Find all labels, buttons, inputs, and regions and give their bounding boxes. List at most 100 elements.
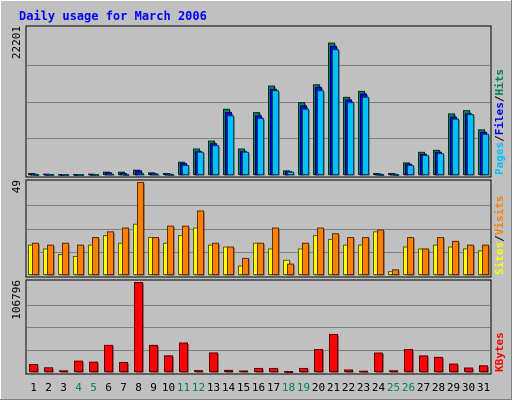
bar-face (32, 174, 39, 176)
bar-face (467, 114, 474, 175)
bar-face (257, 242, 264, 276)
bar-kbytes-kbytes-11 (179, 342, 189, 373)
bar-visits-visits-28 (437, 237, 445, 276)
bar-face (107, 173, 114, 176)
bar-face (227, 115, 234, 175)
bar-face (452, 118, 459, 175)
bar-face (179, 342, 188, 373)
legend-label: Files (493, 102, 506, 135)
bar-kbytes-kbytes-13 (209, 352, 219, 373)
bar-visits-visits-11 (182, 225, 190, 276)
bar-kbytes-kbytes-16 (254, 367, 264, 373)
legend-label: / (493, 135, 506, 142)
bar-visits-visits-12 (197, 210, 205, 276)
bar-face (392, 269, 399, 275)
bar-hits-pages-5 (92, 174, 100, 176)
bar-kbytes-kbytes-17 (269, 367, 279, 373)
bar-visits-visits-20 (317, 227, 325, 276)
bar-face (374, 352, 383, 373)
bar-face (329, 333, 338, 372)
bar-face (272, 227, 279, 276)
bar-shadow (63, 175, 70, 176)
bar-kbytes-kbytes-14 (224, 369, 234, 373)
bar-visits-visits-2 (47, 244, 55, 276)
bar-hits-pages-15 (242, 151, 250, 176)
bar-shadow (108, 175, 115, 176)
bar-face (137, 173, 144, 175)
bar-hits-pages-9 (152, 173, 160, 176)
legend-label: KBytes (493, 332, 506, 372)
bar-face (377, 174, 384, 176)
bar-shadow (48, 175, 55, 176)
bar-face (332, 49, 339, 175)
bar-face (302, 242, 309, 276)
bar-visits-visits-9 (152, 237, 160, 276)
x-tick-label-day-24: 24 (372, 381, 386, 394)
bar-face (149, 344, 158, 373)
bar-face (449, 363, 458, 373)
bar-kbytes-kbytes-27 (419, 355, 429, 373)
bar-kbytes-kbytes-29 (449, 363, 459, 373)
bar-visits-visits-8 (137, 182, 145, 276)
bar-face (314, 349, 323, 372)
legend-label: Pages (493, 142, 506, 175)
x-tick-label-day-16: 16 (252, 381, 265, 394)
bar-hits-pages-12 (197, 151, 205, 176)
x-tick-label-day-4: 4 (75, 381, 82, 394)
bar-face (407, 165, 414, 175)
bar-hits-pages-22 (347, 102, 355, 176)
x-tick-label-day-31: 31 (477, 381, 490, 394)
legend-label: Sites (493, 242, 506, 275)
panel-legend-labels: KBytes (493, 332, 506, 372)
x-tick-label-day-26: 26 (402, 381, 415, 394)
bar-kbytes-kbytes-15 (239, 370, 249, 373)
x-tick-label-day-23: 23 (357, 381, 370, 394)
bar-face (167, 174, 174, 176)
bar-hits-pages-2 (47, 174, 55, 176)
bar-face (77, 174, 84, 176)
x-tick-label-day-6: 6 (105, 381, 112, 394)
bar-hits-pages-19 (302, 108, 310, 176)
panel-kbytes: 106796 KBytes (10, 279, 506, 375)
bar-face (362, 96, 369, 175)
bar-visits-visits-17 (272, 227, 280, 276)
bar-face (197, 210, 204, 276)
bar-visits-visits-4 (77, 244, 85, 276)
bar-face (302, 108, 309, 175)
bar-visits-visits-19 (302, 242, 310, 276)
bar-hits-pages-16 (257, 118, 265, 176)
bar-kbytes-kbytes-1 (29, 363, 39, 373)
x-tick-label-day-11: 11 (177, 381, 190, 394)
bar-face (62, 174, 69, 176)
bar-hits-pages-31 (482, 133, 490, 176)
bar-face (47, 244, 54, 276)
bar-hits-pages-18 (287, 171, 295, 176)
bar-face (182, 225, 189, 275)
panel-max-label: 49 (10, 180, 23, 193)
x-tick-label-day-9: 9 (150, 381, 157, 394)
bar-shadow (195, 371, 204, 373)
bar-face (239, 370, 248, 373)
bar-shadow (168, 175, 175, 176)
bar-face (482, 244, 489, 276)
bar-visits-visits-15 (242, 257, 250, 276)
bar-face (434, 356, 443, 373)
bar-hits-pages-7 (122, 174, 130, 176)
bar-kbytes-kbytes-18 (284, 371, 294, 373)
x-tick-label-day-22: 22 (342, 381, 355, 394)
bar-face (212, 242, 219, 276)
bar-kbytes-kbytes-23 (359, 370, 369, 373)
bar-shadow (138, 174, 145, 176)
bar-face (254, 367, 263, 372)
bar-kbytes-kbytes-8 (134, 281, 144, 373)
bar-face (152, 173, 159, 176)
bar-kbytes-kbytes-7 (119, 361, 129, 373)
bar-hits-pages-1 (32, 174, 40, 176)
x-tick-label-day-8: 8 (135, 381, 142, 394)
bar-hits-pages-14 (227, 115, 235, 176)
bar-visits-visits-13 (212, 242, 220, 276)
bar-visits-visits-1 (32, 242, 40, 276)
bar-hits-pages-11 (182, 165, 190, 176)
x-tick-label-day-25: 25 (387, 381, 400, 394)
